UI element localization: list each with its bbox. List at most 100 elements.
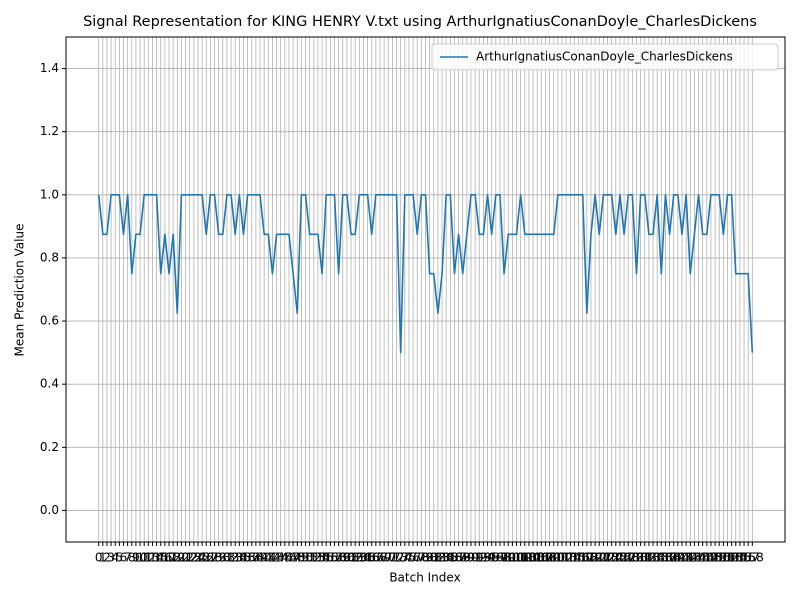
x-tick-label: 67 <box>368 551 383 565</box>
x-tick-label: 49 <box>294 551 309 565</box>
x-tick-label: 87 <box>451 551 466 565</box>
x-tick-label: 134 <box>642 551 665 565</box>
x-tick-label: 45 <box>277 551 292 565</box>
x-tick-label: 149 <box>704 551 727 565</box>
x-tick-label: 154 <box>724 551 747 565</box>
x-tick-label: 153 <box>720 551 743 565</box>
x-tick-label: 47 <box>285 551 300 565</box>
x-tick-label: 37 <box>244 551 259 565</box>
x-tick-label: 77 <box>410 551 425 565</box>
x-tick-label: 23 <box>186 551 201 565</box>
x-tick-label: 15 <box>153 551 168 565</box>
x-tick-label: 58 <box>331 551 346 565</box>
x-tick-label: 115 <box>563 551 586 565</box>
x-tick-label: 41 <box>261 551 276 565</box>
x-tick-label: 121 <box>588 551 611 565</box>
x-tick-label: 91 <box>468 551 483 565</box>
x-tick-label: 155 <box>728 551 751 565</box>
x-tick-label: 71 <box>385 551 400 565</box>
x-tick-label: 0 <box>95 551 103 565</box>
x-tick-label: 98 <box>496 551 511 565</box>
x-tick-label: 53 <box>310 551 325 565</box>
x-tick-label: 99 <box>501 551 516 565</box>
x-tick-label: 19 <box>170 551 185 565</box>
x-tick-label: 22 <box>182 551 197 565</box>
grid: 0.00.20.40.60.81.01.21.40123456789101112… <box>40 37 785 565</box>
x-tick-label: 144 <box>683 551 706 565</box>
x-tick-label: 8 <box>128 551 136 565</box>
y-tick-label: 1.0 <box>40 187 59 201</box>
x-tick-label: 101 <box>505 551 528 565</box>
x-tick-label: 48 <box>290 551 305 565</box>
x-tick-label: 28 <box>207 551 222 565</box>
x-tick-label: 156 <box>733 551 756 565</box>
x-tick-label: 106 <box>526 551 549 565</box>
x-tick-label: 61 <box>343 551 358 565</box>
x-tick-label: 33 <box>228 551 243 565</box>
y-tick-label: 0.0 <box>40 503 59 517</box>
x-tick-label: 17 <box>161 551 176 565</box>
axes-frame <box>65 36 786 543</box>
x-tick-label: 25 <box>194 551 209 565</box>
x-tick-label: 146 <box>691 551 714 565</box>
x-tick-label: 131 <box>629 551 652 565</box>
x-tick-label: 26 <box>199 551 214 565</box>
x-tick-label: 140 <box>666 551 689 565</box>
legend-box <box>431 43 779 71</box>
x-tick-label: 51 <box>302 551 317 565</box>
x-tick-label: 93 <box>476 551 491 565</box>
x-tick-label: 102 <box>509 551 532 565</box>
x-tick-label: 32 <box>223 551 238 565</box>
x-tick-label: 116 <box>567 551 590 565</box>
x-tick-label: 72 <box>389 551 404 565</box>
x-tick-label: 157 <box>737 551 760 565</box>
x-tick-label: 123 <box>596 551 619 565</box>
x-tick-label: 109 <box>538 551 561 565</box>
x-tick-label: 80 <box>422 551 437 565</box>
x-tick-label: 158 <box>741 551 764 565</box>
x-tick-label: 56 <box>323 551 338 565</box>
x-tick-label: 130 <box>625 551 648 565</box>
x-tick-label: 97 <box>492 551 507 565</box>
x-tick-label: 79 <box>418 551 433 565</box>
x-tick-label: 50 <box>298 551 313 565</box>
x-tick-label: 136 <box>650 551 673 565</box>
x-tick-label: 65 <box>360 551 375 565</box>
x-tick-label: 111 <box>546 551 569 565</box>
x-tick-label: 92 <box>472 551 487 565</box>
x-tick-label: 64 <box>356 551 371 565</box>
x-tick-label: 21 <box>178 551 193 565</box>
x-tick-label: 62 <box>348 551 363 565</box>
x-tick-label: 90 <box>463 551 478 565</box>
x-tick-label: 5 <box>116 551 124 565</box>
x-tick-label: 70 <box>381 551 396 565</box>
x-tick-label: 44 <box>273 551 288 565</box>
x-tick-label: 145 <box>687 551 710 565</box>
x-tick-label: 139 <box>662 551 685 565</box>
series-line <box>97 194 754 354</box>
x-tick-label: 126 <box>608 551 631 565</box>
x-tick-label: 4 <box>111 551 119 565</box>
x-tick-label: 76 <box>405 551 420 565</box>
x-tick-label: 150 <box>708 551 731 565</box>
x-tick-label: 147 <box>695 551 718 565</box>
y-tick-label: 0.2 <box>40 440 59 454</box>
x-tick-label: 31 <box>219 551 234 565</box>
x-tick-label: 6 <box>120 551 128 565</box>
x-tick-label: 7 <box>124 551 132 565</box>
x-tick-label: 105 <box>522 551 545 565</box>
x-tick-label: 54 <box>314 551 329 565</box>
x-tick-label: 110 <box>542 551 565 565</box>
x-tick-label: 94 <box>480 551 495 565</box>
x-tick-label: 57 <box>327 551 342 565</box>
legend: ArthurIgnatiusConanDoyle_CharlesDickens <box>431 43 779 71</box>
x-tick-label: 142 <box>675 551 698 565</box>
x-tick-label: 135 <box>646 551 669 565</box>
x-tick-label: 40 <box>257 551 272 565</box>
x-tick-label: 81 <box>426 551 441 565</box>
x-tick-label: 88 <box>455 551 470 565</box>
x-tick-label: 10 <box>132 551 147 565</box>
x-tick-label: 117 <box>571 551 594 565</box>
x-tick-label: 119 <box>580 551 603 565</box>
x-axis-label: Batch Index <box>389 571 460 585</box>
